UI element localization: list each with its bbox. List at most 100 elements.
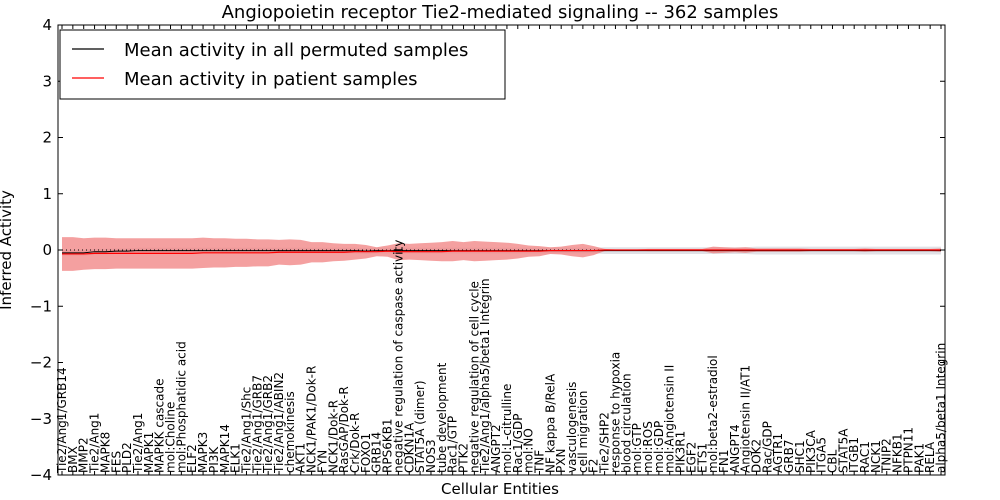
x-tick-label: PIK3R1 bbox=[674, 431, 688, 473]
x-tick-label: mol:Phosphatidic acid bbox=[174, 341, 188, 473]
legend-label-permuted: Mean activity in all permuted samples bbox=[124, 40, 468, 61]
x-tick-label: NFKB1 bbox=[891, 433, 905, 473]
plot-area: −4−3−2−101234Tie2/Ang1/GRB14BMXMMP2Tie2/… bbox=[30, 16, 948, 484]
x-tick-label: NF kappa B/RelA bbox=[543, 373, 557, 473]
x-tick-label: DOK2 bbox=[750, 439, 764, 473]
x-tick-label: RasGAP/Dok-R bbox=[337, 386, 351, 473]
x-tick-label: mol:Angiotensin II bbox=[663, 365, 677, 473]
x-tick-label: PAK1 bbox=[912, 443, 926, 473]
x-tick-label: NCK1 bbox=[869, 440, 883, 473]
x-tick-label: RELA bbox=[923, 441, 937, 473]
x-tick-label: Tie2/Ang1/GRB14 bbox=[55, 367, 69, 474]
x-tick-label: TNIP2 bbox=[880, 438, 894, 474]
x-tick-label: GRB7 bbox=[782, 439, 796, 473]
x-tick-label: MAPK8 bbox=[98, 432, 112, 473]
x-tick-label: FOXO1 bbox=[359, 433, 373, 473]
x-tick-label: Rac1/GDP bbox=[511, 414, 525, 473]
x-tick-label: mol:GDP bbox=[652, 421, 666, 473]
x-tick-label: ELF2 bbox=[185, 444, 199, 473]
x-tick-label: cell migration bbox=[576, 391, 590, 473]
x-tick-label: F2 bbox=[587, 458, 601, 473]
x-tick-label: Tie2/Ang1 bbox=[131, 413, 145, 474]
legend-label-patient: Mean activity in patient samples bbox=[124, 69, 418, 90]
x-tick-label: AGTR1 bbox=[771, 433, 785, 473]
x-tick-label: MAPK1 bbox=[142, 432, 156, 473]
legend-box bbox=[59, 29, 506, 100]
x-tick-label: mol:Choline bbox=[164, 402, 178, 473]
y-tick-label: 4 bbox=[42, 16, 52, 34]
x-tick-label: EGF2 bbox=[684, 442, 698, 473]
x-tick-label: STAT5A bbox=[836, 428, 850, 473]
x-tick-label: chemokinesis bbox=[283, 391, 297, 473]
x-tick-label: MMP2 bbox=[77, 437, 91, 473]
x-tick-label: blood circulation bbox=[619, 373, 633, 473]
x-tick-label: AKT1 bbox=[294, 443, 308, 473]
x-tick-label: PTPN11 bbox=[901, 427, 915, 473]
x-tick-label: Crk/Dok-R bbox=[348, 412, 362, 473]
x-tick-label: FES bbox=[109, 451, 123, 473]
patient-mean-line bbox=[62, 249, 941, 255]
x-tick-label: CBL bbox=[825, 449, 839, 473]
x-tick-label: RAC1 bbox=[858, 441, 872, 473]
x-tick-label: Tie2/Ang1 bbox=[88, 413, 102, 474]
x-tick-label: mol:beta2-estradiol bbox=[706, 355, 720, 473]
x-tick-label: vasculogenesis bbox=[565, 382, 579, 473]
x-tick-label: negative regulation of cell cycle bbox=[467, 281, 481, 473]
y-axis-label: Inferred Activity bbox=[0, 190, 15, 310]
x-tick-label: SHC1 bbox=[793, 440, 807, 473]
y-tick-label: −1 bbox=[30, 297, 52, 315]
x-tick-label: Tie2/Ang1/ABIN2 bbox=[272, 372, 286, 474]
x-tick-label: ITGA5 bbox=[815, 437, 829, 473]
x-tick-label: Tie2/Ang1/GRB2 bbox=[261, 375, 275, 474]
y-tick-label: 2 bbox=[42, 129, 52, 147]
x-tick-label: Rac/GDP bbox=[760, 421, 774, 473]
y-tick-label: 0 bbox=[42, 241, 52, 259]
x-tick-label: PLD2 bbox=[120, 442, 134, 473]
x-tick-label: NCK1/Dok-R bbox=[326, 400, 340, 473]
x-tick-label: ETS1 bbox=[695, 443, 709, 473]
x-tick-label: Tie2/Ang1/Shc bbox=[239, 387, 253, 474]
y-tick-label: 1 bbox=[42, 185, 52, 203]
chart-title: Angiopoietin receptor Tie2-mediated sign… bbox=[222, 2, 779, 23]
x-tick-label: mol:NO bbox=[522, 428, 536, 473]
x-tick-label: ANGPT4 bbox=[728, 424, 742, 473]
y-tick-label: −4 bbox=[30, 466, 52, 484]
x-tick-label: CDKN1A bbox=[402, 422, 416, 473]
y-tick-label: 3 bbox=[42, 72, 52, 90]
x-tick-label: STAT5A (dimer) bbox=[413, 380, 427, 473]
x-tick-label: mol:ROS bbox=[641, 421, 655, 473]
x-tick-label: Angiotensin II/AT1 bbox=[739, 365, 753, 473]
patient-band bbox=[62, 237, 941, 271]
x-tick-label: PI3K bbox=[207, 446, 221, 473]
x-tick-label: FYN bbox=[315, 450, 329, 473]
x-tick-label: ITGB1 bbox=[847, 437, 861, 473]
x-tick-label: ELK1 bbox=[229, 443, 243, 473]
x-tick-label: NCK1/PAK1/Dok-R bbox=[305, 366, 319, 473]
x-tick-label: RPS6KB1 bbox=[381, 418, 395, 473]
x-tick-label: BMX bbox=[66, 446, 80, 473]
x-tick-label: Tie2/Ang1/GRB7 bbox=[250, 375, 264, 474]
x-tick-label: Rac1/GTP bbox=[446, 416, 460, 473]
x-tick-label: Tie2/SHP2 bbox=[598, 412, 612, 474]
x-tick-label: GRB14 bbox=[370, 432, 384, 473]
y-tick-label: −2 bbox=[30, 354, 52, 372]
y-tick-label: −3 bbox=[30, 410, 52, 428]
x-tick-label: mol:L-citrulline bbox=[500, 384, 514, 473]
x-tick-label: MAPK3 bbox=[196, 432, 210, 473]
x-tick-label: alpha5/beta1 Integrin bbox=[934, 343, 948, 473]
x-tick-label: PTK2 bbox=[457, 443, 471, 473]
x-tick-label: TNF bbox=[532, 450, 546, 474]
x-tick-label: PIK3CA bbox=[804, 429, 818, 473]
legend: Mean activity in all permuted samples Mea… bbox=[59, 29, 506, 100]
x-tick-label: NOS3 bbox=[424, 439, 438, 473]
x-tick-label: response to hypoxia bbox=[608, 352, 622, 473]
x-tick-label: tube development bbox=[435, 362, 449, 473]
x-tick-label: PXN bbox=[554, 449, 568, 473]
x-tick-label: MAPKK cascade bbox=[153, 378, 167, 473]
x-tick-label: FN1 bbox=[717, 449, 731, 473]
x-tick-label: mol:GTP bbox=[630, 423, 644, 473]
x-tick-label: negative regulation of caspase activity bbox=[391, 240, 405, 473]
x-axis-label: Cellular Entities bbox=[441, 480, 559, 498]
x-tick-label: Tie2/Ang1/alpha5/beta1 Integrin bbox=[478, 278, 492, 474]
